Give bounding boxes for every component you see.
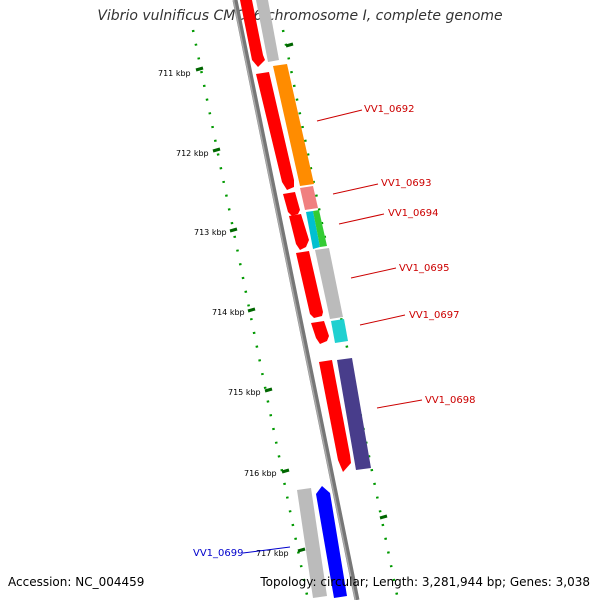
leader-vv1-0692	[316, 109, 363, 122]
strand-arrow	[256, 72, 294, 190]
strand-arrow	[289, 214, 309, 250]
strand-arrow	[283, 192, 300, 216]
gene-block-vv1-0697	[331, 319, 348, 343]
tick-711	[195, 66, 204, 72]
gene-block-grey	[256, 0, 279, 62]
gene-label-vv1-0697[interactable]: VV1_0697	[409, 310, 460, 321]
gene-block-vv1-0694-green	[313, 210, 327, 247]
tick-label-715: 715 kbp	[228, 388, 261, 397]
gene-block-vv1-0692	[273, 64, 314, 186]
leader-vv1-0693	[332, 183, 379, 195]
tick-label-714: 714 kbp	[212, 308, 245, 317]
strand-arrow	[296, 251, 323, 318]
genome-summary-text: Topology: circular; Length: 3,281,944 bp…	[260, 575, 590, 589]
gene-block-grey-lower	[297, 488, 327, 598]
strand-arrow	[240, 0, 265, 67]
chromosome-backbone	[232, 0, 360, 600]
tick-715	[264, 387, 273, 393]
gene-label-vv1-0694[interactable]: VV1_0694	[388, 208, 439, 219]
gene-label-vv1-0693[interactable]: VV1_0693	[381, 178, 432, 189]
strand-arrow	[319, 360, 351, 472]
tick-label-713: 713 kbp	[194, 228, 227, 237]
leader-vv1-0695	[350, 267, 397, 279]
chromosome-backbone-highlight	[232, 0, 357, 600]
outer-tick	[379, 514, 388, 520]
tick-label-711: 711 kbp	[158, 69, 191, 78]
gene-labels: VV1_0692 VV1_0693 VV1_0694 VV1_0695 VV1_…	[193, 104, 476, 559]
tick-label-716: 716 kbp	[244, 469, 277, 478]
gene-block-vv1-0698	[337, 358, 371, 470]
label-leaders	[316, 109, 423, 409]
ruler-ticks	[195, 66, 306, 553]
map-title: Vibrio vulnificus CMCP6 chromosome I, co…	[97, 8, 503, 24]
tick-712	[212, 147, 221, 153]
tick-714	[247, 307, 256, 313]
leader-vv1-0699	[242, 546, 291, 554]
gene-blocks	[256, 0, 371, 598]
gene-label-vv1-0699[interactable]: VV1_0699	[193, 548, 244, 559]
gene-block-vv1-0694-cyan	[306, 211, 320, 249]
gene-label-vv1-0698[interactable]: VV1_0698	[425, 395, 476, 406]
tick-717	[297, 547, 306, 553]
ruler-labels: 711 kbp 712 kbp 713 kbp 714 kbp 715 kbp …	[158, 69, 289, 558]
tick-713	[229, 227, 238, 233]
strand-arrow	[316, 486, 347, 598]
leader-vv1-0698	[376, 399, 423, 409]
tick-label-717: 717 kbp	[256, 549, 289, 558]
tick-label-712: 712 kbp	[176, 149, 209, 158]
gene-block-vv1-0695	[315, 248, 343, 319]
accession-text: Accession: NC_004459	[8, 575, 145, 589]
tick-716	[281, 468, 290, 474]
strand-arrows	[240, 0, 351, 598]
leader-vv1-0697	[359, 314, 406, 326]
strand-arrow	[311, 321, 329, 344]
leader-vv1-0694	[338, 213, 385, 225]
gene-block-vv1-0693	[300, 186, 318, 210]
outer-ticks	[285, 42, 388, 520]
outer-tick	[285, 42, 294, 48]
gene-label-vv1-0695[interactable]: VV1_0695	[399, 263, 450, 274]
gene-label-vv1-0692[interactable]: VV1_0692	[364, 104, 415, 115]
